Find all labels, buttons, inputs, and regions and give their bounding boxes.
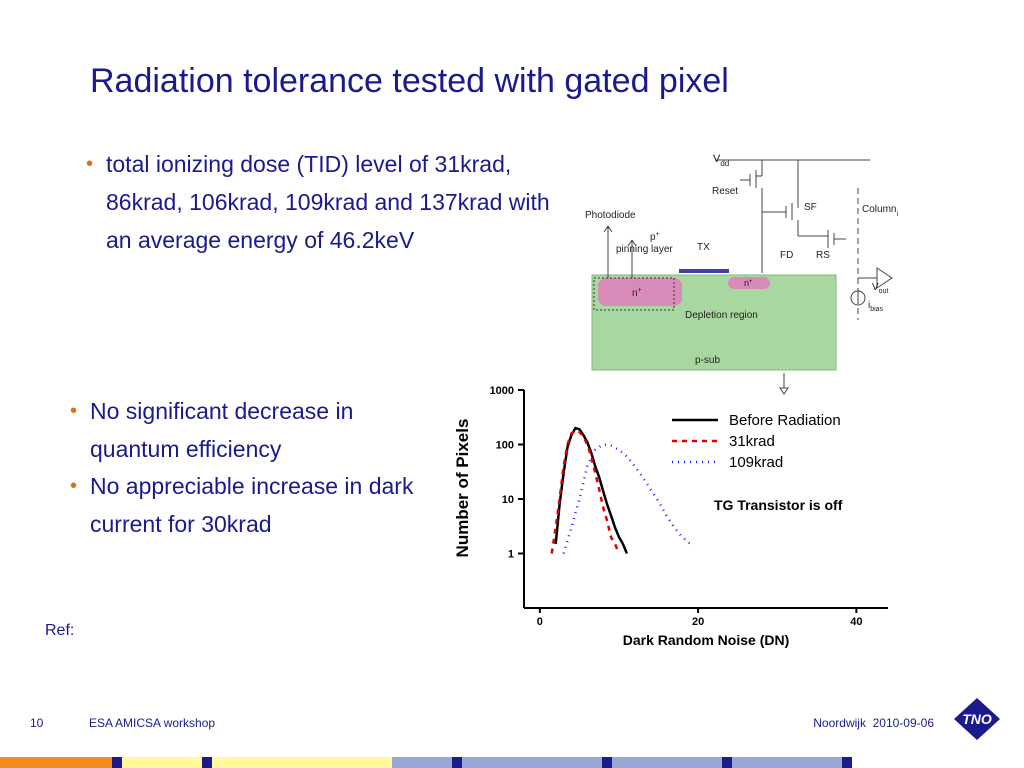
series-line [550,429,621,554]
x-tick-label: 40 [850,616,862,628]
bullet-item: • No appreciable increase in dark current… [70,468,440,543]
event-name: ESA AMICSA workshop [89,716,216,730]
bullet-text: total ionizing dose (TID) level of 31kra… [106,151,550,253]
rs-label: RS [816,250,830,261]
y-axis-label: Number of Pixels [453,419,472,558]
bar-segment [612,757,722,768]
reset-label: Reset [712,186,738,197]
bar-segment [452,757,462,768]
bullet-dot-icon: • [86,153,94,175]
p-plus-label: p+ [650,231,660,243]
bullet-dot-icon: • [70,400,78,422]
x-axis-label: Dark Random Noise (DN) [623,632,789,648]
ibias-label: ibias [868,300,884,313]
bottom-color-bar [0,757,1024,768]
tx-gate [679,269,729,273]
circuit-wiring [603,159,893,395]
column-label: Columni [862,204,898,218]
vout-label: Vout [872,282,888,295]
n-plus-photodiode [598,278,682,306]
n-plus-right-label: n+ [744,278,753,288]
bar-segment [392,757,452,768]
x-axis-ticks: 0 20 40 [537,608,862,628]
depletion-region-label: Depletion region [685,310,758,321]
psub-label: p-sub [695,355,720,366]
y-tick-label: 100 [496,440,514,452]
chart-annotation: TG Transistor is off [714,497,843,513]
bar-segment [212,757,392,768]
series-line [554,426,629,554]
pixel-schematic-diagram: Vdd Reset SF Columni Photodiode p+ pinni… [580,148,900,398]
series-line [562,443,692,554]
x-tick-label: 0 [537,616,543,628]
bullet-list-top: • total ionizing dose (TID) level of 31kr… [86,145,556,259]
legend-label: 109krad [729,454,783,471]
bullet-text: No significant decrease in quantum effic… [90,398,354,462]
bullet-list-bottom: • No significant decrease in quantum effi… [70,393,440,543]
bar-segment [732,757,842,768]
bar-segment [202,757,212,768]
pinning-layer-outline [593,277,675,311]
reference-label: Ref: [45,622,75,639]
slide-title: Radiation tolerance tested with gated pi… [90,62,729,100]
chart-legend: Before Radiation 31krad 109krad [672,412,841,471]
bar-segment [722,757,732,768]
noise-histogram-chart: 1 10 100 1000 0 20 40 Number of Pixels Dark R… [453,385,888,648]
bullet-text: No appreciable increase in dark current … [90,473,414,537]
place-date: Noordwijk 2010-09-06 [813,716,934,730]
bar-segment [842,757,852,768]
n-plus-floating-diffusion [728,277,770,289]
y-tick-label: 1000 [490,385,514,397]
vdd-label: Vdd [713,153,729,168]
bullet-dot-icon: • [70,475,78,497]
photodiode-label: Photodiode [585,210,636,221]
tx-label: TX [697,242,710,253]
n-plus-left-label: n+ [632,287,642,299]
sf-label: SF [804,202,817,213]
y-tick-label: 1 [508,549,514,561]
fd-label: FD [780,250,793,261]
bar-segment [602,757,612,768]
legend-label: 31krad [729,433,775,450]
tno-logo: TNO [954,698,1000,740]
series-lines [550,426,692,554]
bar-segment [462,757,602,768]
pinning-layer-label: pinning layer [616,244,673,255]
y-axis-ticks: 1 10 100 1000 [490,385,524,561]
legend-label: Before Radiation [729,412,841,429]
logo-text: TNO [962,711,992,727]
bar-segment [0,757,112,768]
bullet-item: • total ionizing dose (TID) level of 31kr… [86,145,556,259]
y-tick-label: 10 [502,494,514,506]
bar-segment [852,757,1014,768]
x-tick-label: 20 [692,616,704,628]
bullet-item: • No significant decrease in quantum effi… [70,393,440,468]
bar-segment [122,757,202,768]
bar-segment [112,757,122,768]
slide-number: 10 [30,716,44,730]
